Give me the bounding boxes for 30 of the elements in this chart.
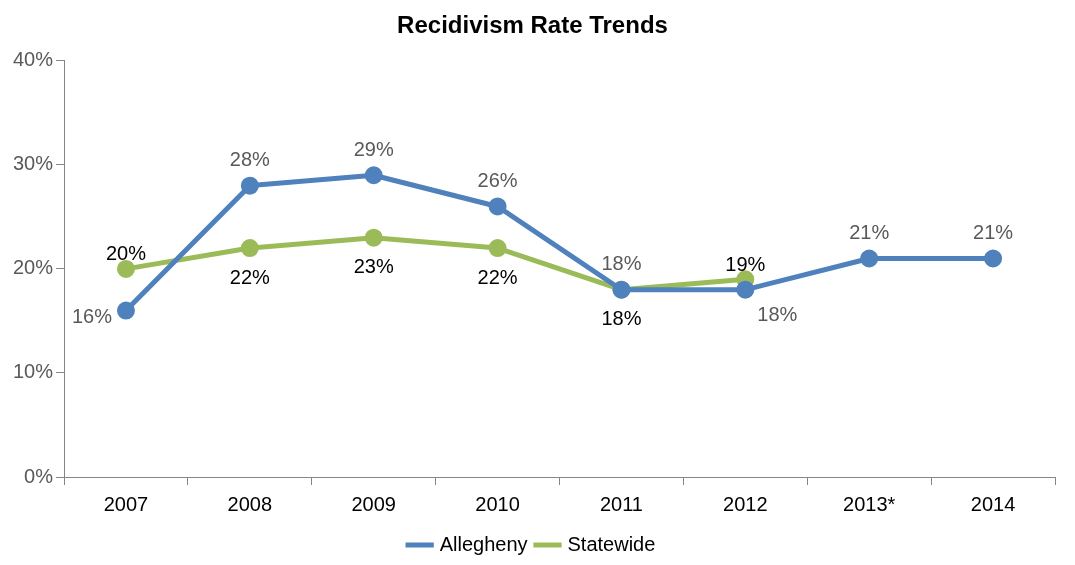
x-tick-label: 2007 xyxy=(103,492,149,515)
x-tick-label: 2009 xyxy=(351,492,396,515)
x-tick-label: 2011 xyxy=(599,492,643,515)
data-label: 18% xyxy=(757,303,798,326)
data-label: 18% xyxy=(601,252,642,275)
data-label: 22% xyxy=(229,265,271,288)
data-label: 18% xyxy=(601,307,642,330)
data-label: 20% xyxy=(105,242,147,265)
legend-label: Statewide xyxy=(567,532,656,555)
chart-title: Recidivism Rate Trends xyxy=(397,11,668,39)
x-tick-label: 2010 xyxy=(475,492,520,515)
legend-label: Allegheny xyxy=(439,532,528,555)
data-label: 29% xyxy=(353,137,394,160)
data-label: 23% xyxy=(353,255,394,278)
y-tick-label: 30% xyxy=(13,152,54,175)
y-tick-label: 20% xyxy=(13,256,54,279)
y-tick-label: 10% xyxy=(13,360,54,383)
data-label: 19% xyxy=(725,252,766,275)
x-tick-label: 2008 xyxy=(227,492,273,515)
data-label: 22% xyxy=(477,265,518,288)
data-label: 16% xyxy=(71,305,113,328)
data-label: 28% xyxy=(229,148,271,171)
y-tick-label: 0% xyxy=(24,464,54,487)
data-label: 26% xyxy=(477,168,518,191)
data-label: 21% xyxy=(973,221,1014,244)
y-tick-label: 40% xyxy=(13,48,54,71)
x-tick-label: 2014 xyxy=(970,492,1016,515)
data-label: 21% xyxy=(849,221,890,244)
x-tick-label: 2013* xyxy=(843,492,896,515)
x-tick-label: 2012 xyxy=(723,492,768,515)
